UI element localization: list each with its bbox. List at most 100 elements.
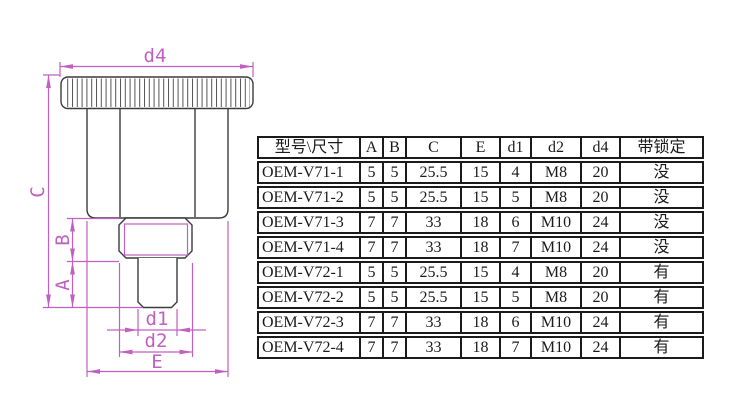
- dim-label-d1: d1: [146, 308, 169, 330]
- value-cell: 有: [653, 338, 670, 356]
- value-cell: 7: [384, 338, 407, 357]
- value-cell: 4: [501, 263, 532, 282]
- table-row: OEM-V72-4 7 7 33 18 7 M10 24 有: [257, 336, 704, 359]
- column-header: A: [361, 138, 384, 157]
- value-cell: 有: [653, 263, 670, 281]
- model-cell: OEM-V72-2: [259, 288, 361, 307]
- value-cell: 24: [582, 338, 621, 357]
- table-row: OEM-V72-3 7 7 33 18 6 M10 24 有: [257, 311, 704, 334]
- value-cell: 33: [407, 213, 462, 232]
- value-cell: 25.5: [407, 288, 462, 307]
- value-cell: 有: [653, 288, 670, 306]
- value-cell: 5: [384, 163, 407, 182]
- value-cell: 5: [501, 188, 532, 207]
- dimension-arrowheads: [46, 64, 253, 374]
- value-cell: 5: [361, 263, 384, 282]
- dim-label-a: A: [52, 279, 74, 291]
- column-header: B: [384, 138, 407, 157]
- value-cell: 18: [462, 338, 501, 357]
- table-row: OEM-V71-1 5 5 25.5 15 4 M8 20 没: [257, 161, 704, 184]
- value-cell: 20: [582, 288, 621, 307]
- value-cell: 5: [361, 188, 384, 207]
- plunger-body: [86, 108, 229, 219]
- spec-table-body: OEM-V71-1 5 5 25.5 15 4 M8 20 没 OEM-V71-2 5 5 25.5 15…: [257, 161, 704, 359]
- value-cell: M10: [532, 338, 582, 357]
- knurling-texture: [64, 78, 250, 107]
- value-cell: 24: [582, 238, 621, 257]
- value-cell: 18: [462, 213, 501, 232]
- value-cell: M8: [532, 163, 582, 182]
- column-header: d4: [582, 138, 621, 157]
- value-cell: M8: [532, 288, 582, 307]
- value-cell: 20: [582, 263, 621, 282]
- value-cell: 7: [361, 213, 384, 232]
- dim-label-e: E: [151, 351, 162, 373]
- value-cell: 5: [501, 288, 532, 307]
- value-cell: 7: [384, 238, 407, 257]
- value-cell: 7: [361, 238, 384, 257]
- value-cell: 24: [582, 313, 621, 332]
- model-cell: OEM-V71-4: [259, 238, 361, 257]
- column-header: E: [462, 138, 501, 157]
- value-cell: 7: [501, 338, 532, 357]
- column-header: 型号\尺寸: [259, 138, 361, 157]
- value-cell: 5: [361, 288, 384, 307]
- value-cell: M8: [532, 263, 582, 282]
- column-header: d1: [501, 138, 532, 157]
- dim-label-d2: d2: [145, 330, 168, 352]
- value-cell: 33: [407, 313, 462, 332]
- model-cell: OEM-V72-4: [259, 338, 361, 357]
- model-cell: OEM-V71-1: [259, 163, 361, 182]
- model-cell: OEM-V71-2: [259, 188, 361, 207]
- table-row: OEM-V72-1 5 5 25.5 15 4 M8 20 有: [257, 261, 704, 284]
- value-cell: M10: [532, 238, 582, 257]
- value-cell: 4: [501, 163, 532, 182]
- value-cell: 7: [501, 238, 532, 257]
- value-cell: 15: [462, 263, 501, 282]
- dim-label-b: B: [52, 234, 74, 245]
- model-cell: OEM-V71-3: [259, 213, 361, 232]
- value-cell: 33: [407, 238, 462, 257]
- thread-lines: [123, 223, 189, 256]
- value-cell: 18: [462, 313, 501, 332]
- dim-label-c: C: [27, 186, 49, 197]
- value-cell: 33: [407, 338, 462, 357]
- model-cell: OEM-V72-1: [259, 263, 361, 282]
- value-cell: 7: [361, 338, 384, 357]
- table-row: OEM-V71-2 5 5 25.5 15 5 M8 20 没: [257, 186, 704, 209]
- value-cell: 6: [501, 213, 532, 232]
- value-cell: 有: [653, 313, 670, 331]
- table-row: OEM-V71-4 7 7 33 18 7 M10 24 没: [257, 236, 704, 259]
- value-cell: 15: [462, 163, 501, 182]
- value-cell: 20: [582, 163, 621, 182]
- dim-label-d4: d4: [144, 45, 167, 67]
- table-row: OEM-V71-3 7 7 33 18 6 M10 24 没: [257, 211, 704, 234]
- value-cell: 25.5: [407, 163, 462, 182]
- value-cell: 7: [384, 213, 407, 232]
- column-header: C: [407, 138, 462, 157]
- hex-thread-section: [118, 217, 193, 259]
- plunger-pin: [137, 258, 178, 309]
- column-header: d2: [532, 138, 582, 157]
- column-header: 带锁定: [637, 138, 686, 156]
- value-cell: 15: [462, 288, 501, 307]
- model-cell: OEM-V72-3: [259, 313, 361, 332]
- value-cell: 25.5: [407, 263, 462, 282]
- value-cell: 没: [653, 163, 670, 181]
- value-cell: 7: [384, 313, 407, 332]
- value-cell: M8: [532, 188, 582, 207]
- value-cell: 没: [653, 188, 670, 206]
- value-cell: M10: [532, 313, 582, 332]
- value-cell: 5: [384, 263, 407, 282]
- value-cell: 5: [384, 188, 407, 207]
- value-cell: 24: [582, 213, 621, 232]
- value-cell: 20: [582, 188, 621, 207]
- value-cell: 15: [462, 188, 501, 207]
- value-cell: 没: [653, 213, 670, 231]
- value-cell: 18: [462, 238, 501, 257]
- table-row: OEM-V72-2 5 5 25.5 15 5 M8 20 有: [257, 286, 704, 309]
- value-cell: 6: [501, 313, 532, 332]
- technical-drawing: d4 C B A d1 d2 E: [27, 45, 254, 377]
